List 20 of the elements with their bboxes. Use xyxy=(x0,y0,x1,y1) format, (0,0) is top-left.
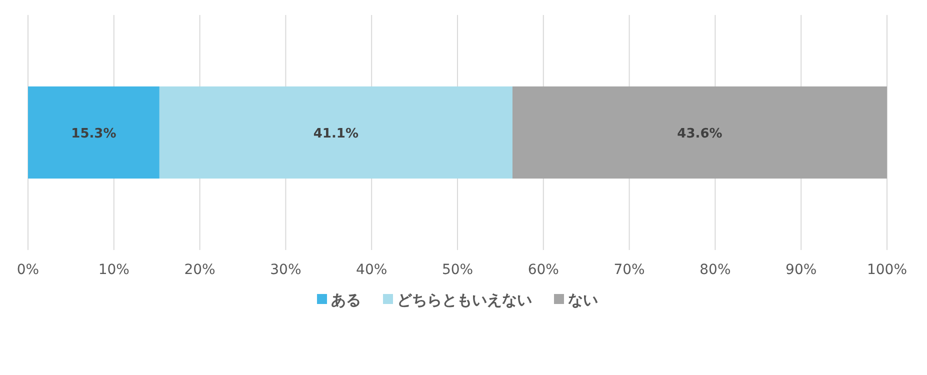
x-tick-label: 10% xyxy=(98,262,130,278)
x-tick-label: 40% xyxy=(356,262,388,278)
x-tick-label: 60% xyxy=(528,262,559,278)
legend-label: どちらともいえない xyxy=(397,291,532,309)
x-tick-label: 0% xyxy=(16,262,40,278)
data-label: 15.3% xyxy=(71,126,116,142)
data-label: 43.6% xyxy=(677,126,722,142)
bar xyxy=(159,86,512,179)
legend-label: ある xyxy=(331,291,361,309)
x-tick-label: 90% xyxy=(786,262,817,278)
x-tick-label: 50% xyxy=(442,262,474,278)
bar xyxy=(28,86,160,179)
x-tick-label: 80% xyxy=(700,262,731,278)
bar xyxy=(512,86,887,179)
legend-label: ない xyxy=(568,291,598,309)
data-label: 41.1% xyxy=(313,126,359,142)
x-tick-label: 20% xyxy=(184,262,216,278)
x-tick-label: 70% xyxy=(614,262,645,278)
x-tick-label: 30% xyxy=(270,262,302,278)
x-tick-label: 100% xyxy=(866,262,908,278)
